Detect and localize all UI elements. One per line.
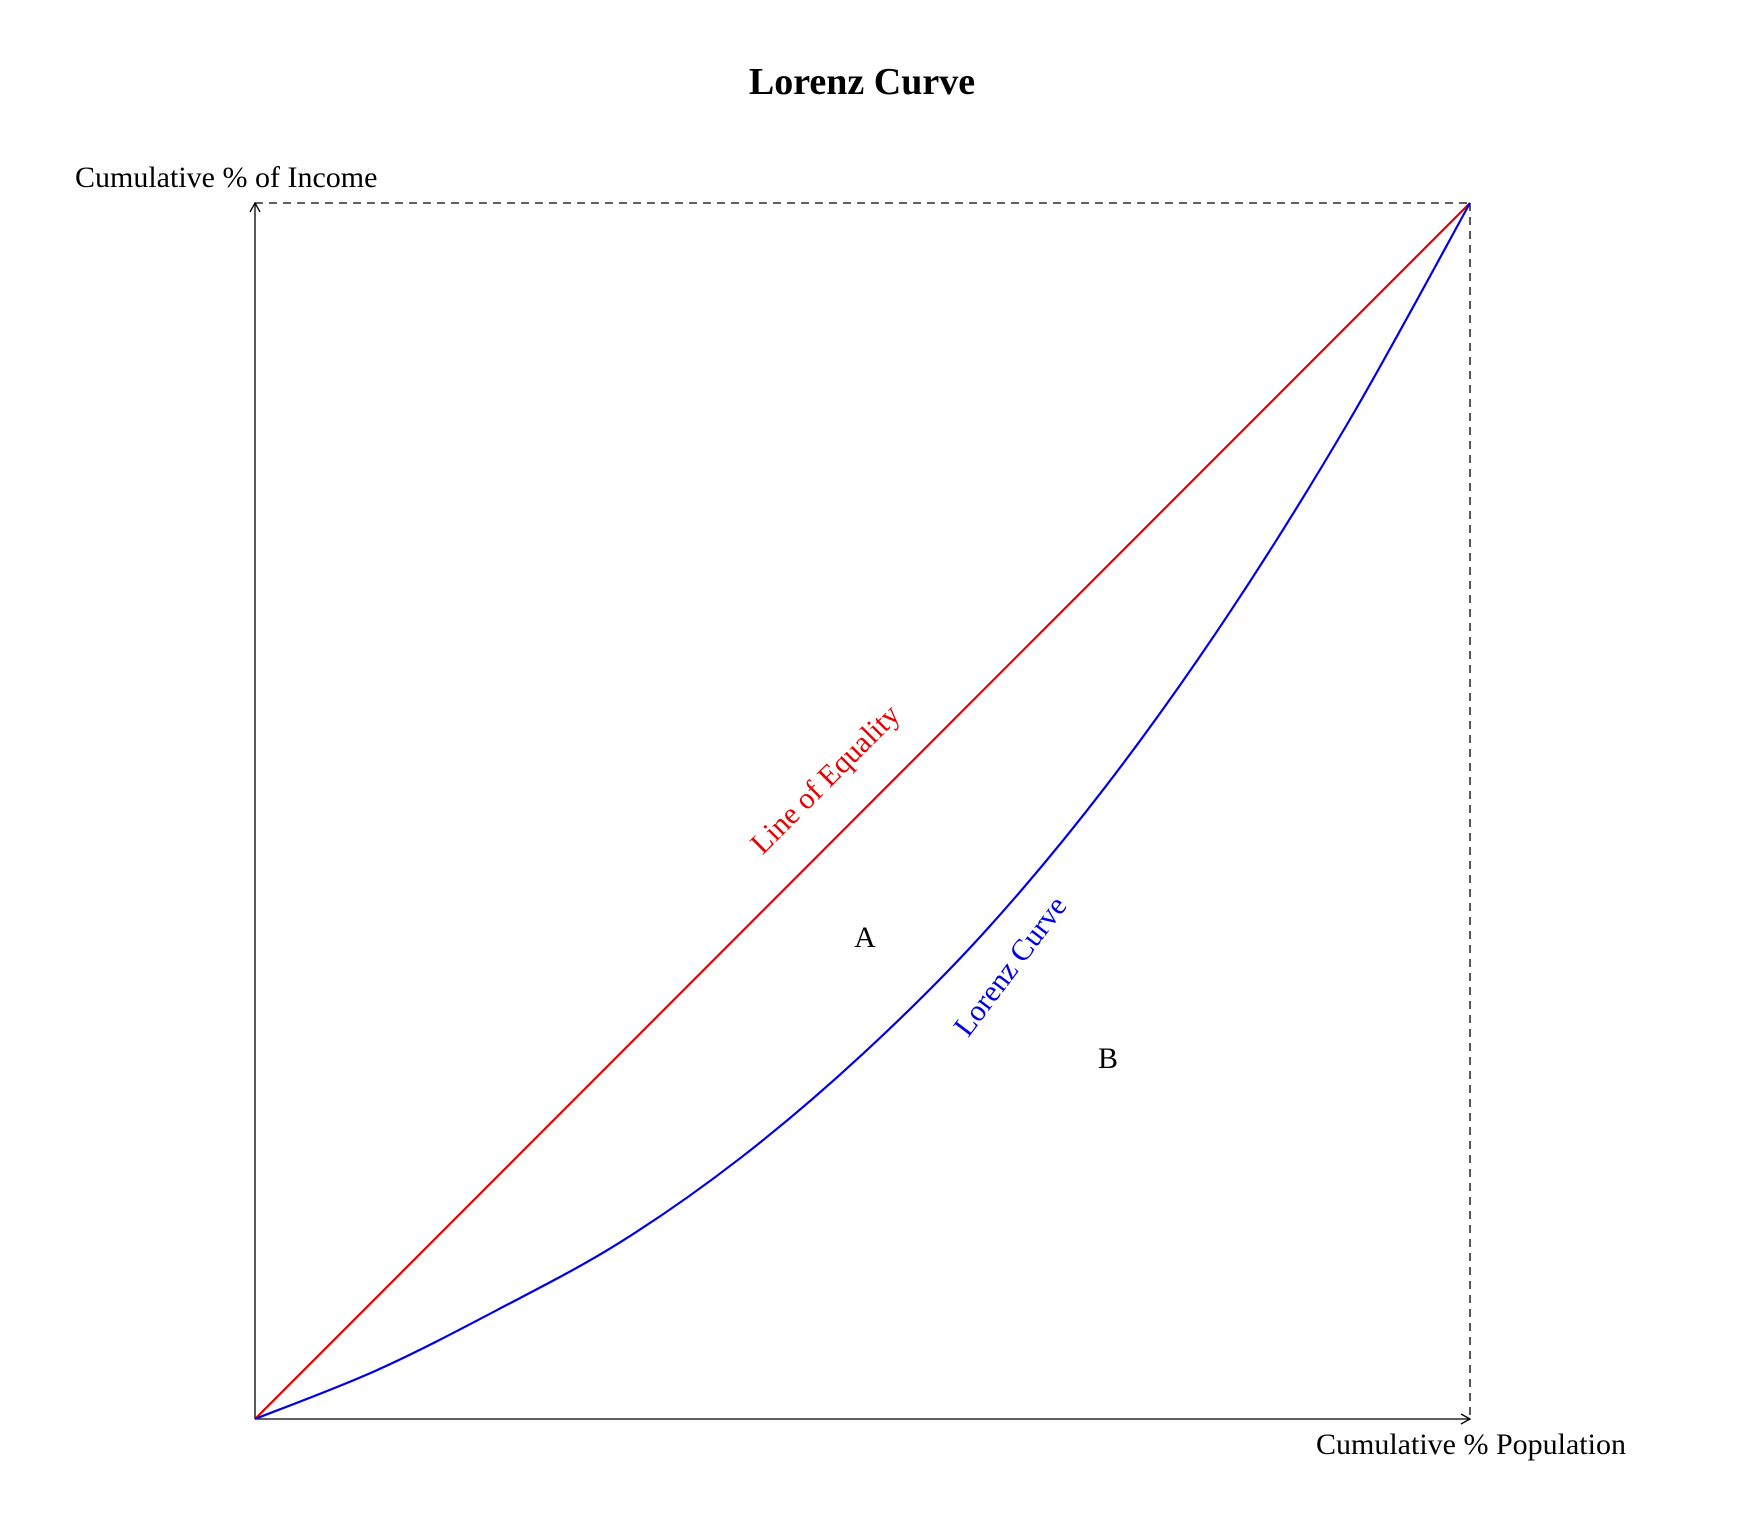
region-label-b: B [1098, 1042, 1118, 1075]
label-line-of-equality: Line of Equality [744, 698, 906, 860]
series-lorenz-curve [254, 202, 1471, 1421]
chart-title: Lorenz Curve [749, 61, 975, 103]
x-axis-label: Cumulative % Population [1316, 1428, 1626, 1461]
series-line-of-equality [254, 202, 1471, 1420]
y-axis-label: Cumulative % of Income [75, 161, 377, 194]
region-label-a: A [854, 921, 876, 954]
label-lorenz-curve: Lorenz Curve [947, 890, 1073, 1042]
